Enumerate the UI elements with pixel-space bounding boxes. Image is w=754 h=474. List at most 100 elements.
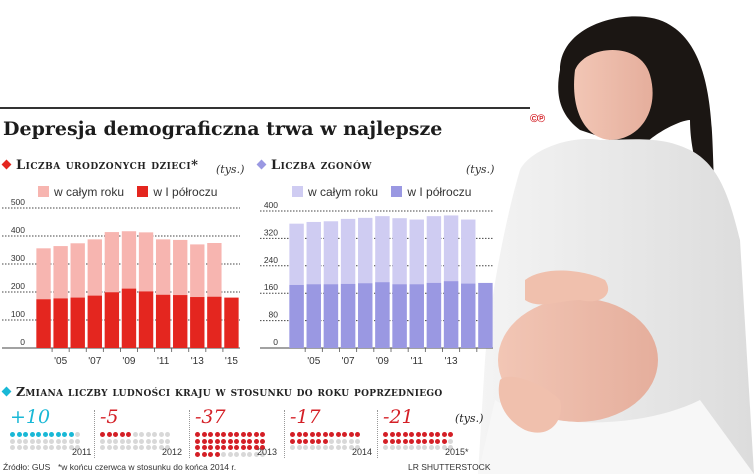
dot bbox=[316, 438, 321, 444]
dot bbox=[227, 445, 233, 450]
population-change-item: +10 2011 bbox=[10, 406, 98, 458]
x-tick-label: '11 bbox=[157, 356, 170, 367]
y-tick-label: 400 bbox=[264, 200, 278, 210]
dot bbox=[165, 445, 170, 450]
diamond-icon bbox=[1, 386, 12, 397]
y-tick-label: 320 bbox=[264, 227, 278, 237]
change-value: +10 bbox=[10, 406, 51, 428]
dot bbox=[348, 445, 354, 450]
dot bbox=[119, 432, 125, 437]
dot bbox=[55, 438, 61, 444]
dot bbox=[247, 451, 252, 457]
dot bbox=[422, 445, 427, 450]
change-dots bbox=[100, 432, 170, 450]
x-tick-label: '15 bbox=[225, 356, 238, 367]
change-dots bbox=[383, 432, 453, 450]
dot bbox=[126, 445, 131, 450]
dot bbox=[260, 451, 265, 457]
change-year: 2012 bbox=[162, 447, 183, 457]
dot bbox=[106, 445, 112, 450]
dot bbox=[253, 438, 259, 444]
bar-half-year bbox=[478, 282, 493, 348]
dot bbox=[158, 432, 164, 437]
dot bbox=[329, 438, 334, 444]
dot bbox=[441, 438, 447, 444]
bar-half-year bbox=[443, 281, 459, 348]
dot bbox=[227, 451, 233, 457]
dot bbox=[435, 445, 440, 450]
bar-half-year bbox=[392, 284, 407, 348]
dot bbox=[195, 432, 200, 437]
bar-half-year bbox=[340, 283, 356, 348]
dot bbox=[195, 451, 200, 457]
dot bbox=[355, 438, 360, 444]
dot bbox=[106, 432, 112, 437]
bar-half-year bbox=[70, 297, 85, 348]
dot bbox=[253, 432, 259, 437]
dot bbox=[201, 451, 207, 457]
y-tick-label: 0 bbox=[273, 337, 278, 347]
dot bbox=[139, 432, 144, 437]
dot bbox=[402, 432, 408, 437]
dot bbox=[303, 432, 308, 437]
dot bbox=[435, 438, 440, 444]
dot bbox=[309, 445, 315, 450]
diamond-icon bbox=[256, 159, 267, 170]
births-unit: (tys.) bbox=[216, 163, 245, 176]
dot bbox=[428, 445, 434, 450]
bar-half-year bbox=[358, 283, 373, 348]
change-value: -37 bbox=[195, 406, 226, 428]
page-title: Depresja demograficzna trwa w najlepsze bbox=[3, 118, 443, 140]
dot bbox=[145, 438, 151, 444]
y-tick-label: 500 bbox=[11, 197, 25, 207]
dot bbox=[36, 445, 41, 450]
dot bbox=[253, 445, 259, 450]
dot bbox=[16, 445, 22, 450]
dot bbox=[422, 438, 427, 444]
diamond-icon bbox=[1, 159, 12, 170]
dot bbox=[145, 445, 151, 450]
dot bbox=[396, 438, 401, 444]
dot bbox=[221, 438, 226, 444]
dot bbox=[260, 438, 265, 444]
dot bbox=[152, 438, 157, 444]
dot bbox=[145, 432, 151, 437]
y-tick-label: 200 bbox=[11, 281, 25, 291]
dot bbox=[201, 438, 207, 444]
source: Źródło: GUS bbox=[3, 462, 51, 472]
dot bbox=[234, 432, 239, 437]
dot bbox=[409, 432, 414, 437]
dot bbox=[29, 432, 35, 437]
dot bbox=[49, 438, 54, 444]
dot bbox=[348, 438, 354, 444]
dot bbox=[214, 438, 220, 444]
dot bbox=[316, 432, 321, 437]
change-value: -21 bbox=[383, 406, 414, 428]
x-tick-label: '13 bbox=[191, 356, 204, 367]
dot bbox=[36, 432, 41, 437]
dot bbox=[335, 432, 341, 437]
change-dots bbox=[195, 432, 265, 457]
bar-half-year bbox=[190, 297, 205, 348]
dot bbox=[62, 445, 67, 450]
dot bbox=[36, 438, 41, 444]
dot bbox=[296, 432, 302, 437]
dot bbox=[132, 445, 138, 450]
dot bbox=[290, 432, 295, 437]
dot bbox=[201, 432, 207, 437]
dot bbox=[158, 445, 164, 450]
dot bbox=[23, 432, 28, 437]
divider bbox=[377, 410, 379, 458]
births-chart: 0 100 200 300 400 500 '05 '07 '09 '11 '13 '15 bbox=[2, 197, 240, 367]
bar-half-year bbox=[87, 295, 102, 348]
deaths-chart: 0 80 160 240 320 400 '05 '07 '09 '11 '13 bbox=[260, 200, 493, 367]
dot bbox=[428, 438, 434, 444]
y-tick-label: 300 bbox=[11, 253, 25, 263]
dot bbox=[132, 438, 138, 444]
dot bbox=[139, 438, 144, 444]
dot bbox=[335, 438, 341, 444]
dot bbox=[329, 445, 334, 450]
dot bbox=[100, 432, 105, 437]
population-change-item: -5 2012 bbox=[100, 406, 188, 458]
